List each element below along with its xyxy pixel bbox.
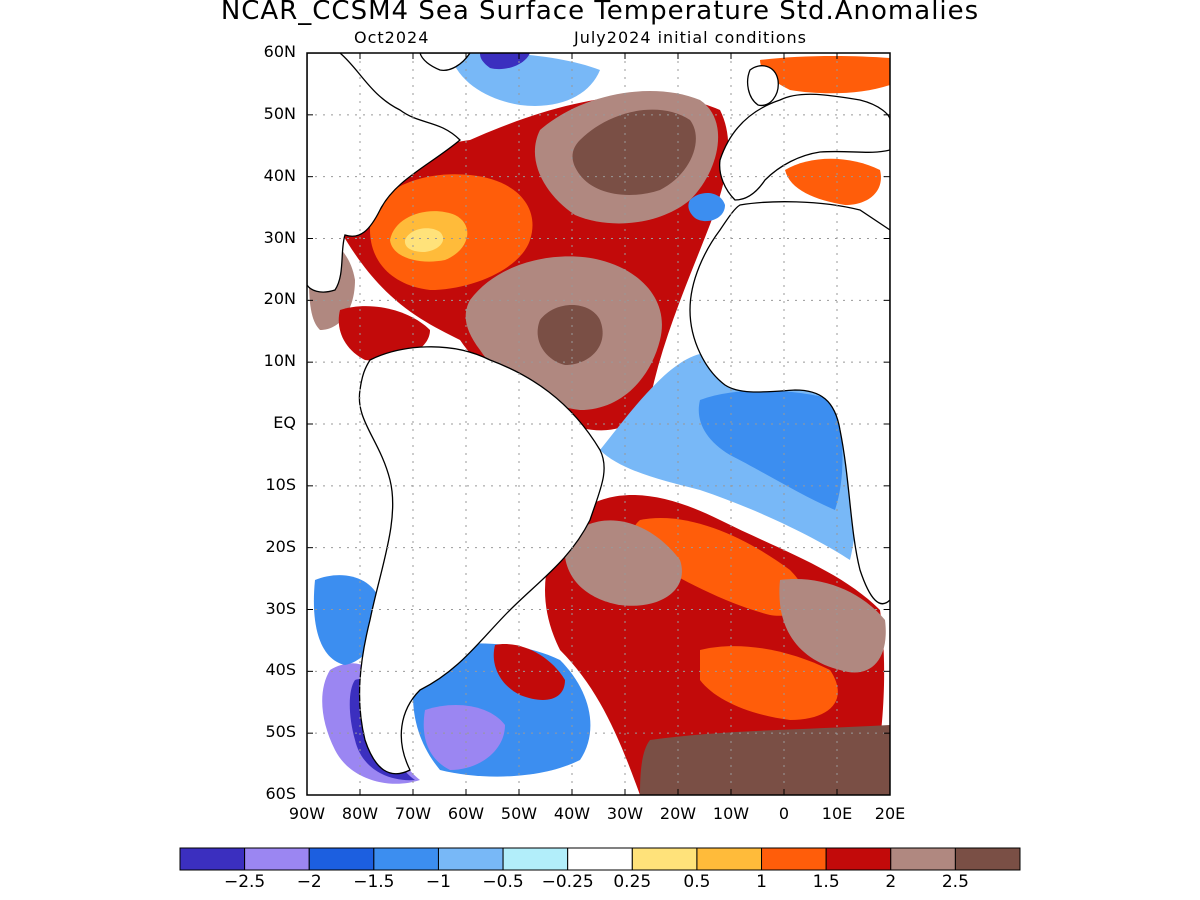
sw-atlantic-orange bbox=[700, 646, 838, 720]
south-america-land bbox=[358, 346, 605, 775]
colorbar-label: 1.5 bbox=[812, 872, 840, 892]
south-atlantic-brown bbox=[564, 520, 682, 606]
lat-label: 20N bbox=[263, 289, 296, 309]
southern-ocean-brown bbox=[640, 725, 890, 795]
lat-label: 60S bbox=[265, 784, 296, 803]
lon-label: 50W bbox=[500, 804, 538, 823]
valid-month-label: Oct2024 bbox=[354, 28, 430, 47]
map-title: NCAR_CCSM4 Sea Surface Temperature Std.A… bbox=[220, 0, 980, 26]
lon-label: 40W bbox=[553, 804, 591, 823]
lat-label: 20S bbox=[265, 536, 296, 556]
colorbar-label: −0.5 bbox=[482, 872, 524, 892]
caribbean-red bbox=[338, 306, 430, 361]
british-isles-land bbox=[747, 65, 779, 107]
lon-label: 90W bbox=[288, 804, 326, 823]
subpolar-blue bbox=[450, 53, 600, 106]
mediterranean-warm bbox=[785, 158, 881, 205]
colorbar-label: −0.25 bbox=[541, 872, 594, 892]
greenland-land bbox=[419, 53, 471, 71]
brazil-malvinas-red bbox=[493, 644, 565, 700]
colorbar-swatch bbox=[244, 847, 310, 871]
ne-atlantic-darkbrown bbox=[572, 109, 696, 195]
north-america-land bbox=[307, 53, 461, 293]
init-conditions-label: July2024 initial conditions bbox=[574, 28, 807, 47]
lon-label: 30W bbox=[606, 804, 644, 823]
graticule bbox=[307, 53, 890, 795]
se-pacific-blue bbox=[313, 575, 381, 665]
lon-label: 10E bbox=[821, 804, 853, 823]
colorbar-swatch bbox=[373, 847, 439, 871]
colorbar-swatch bbox=[825, 847, 892, 871]
lon-label: 60W bbox=[447, 804, 485, 823]
lat-label: 10S bbox=[265, 474, 296, 494]
lat-label: 50S bbox=[265, 722, 296, 742]
colorbar-swatch bbox=[696, 847, 763, 871]
colorbar-swatch bbox=[890, 847, 956, 871]
colorbar-swatch bbox=[631, 847, 698, 871]
europe-land bbox=[719, 93, 890, 201]
colorbar bbox=[179, 847, 1021, 871]
colorbar-swatch bbox=[954, 847, 1021, 871]
lon-label: 20W bbox=[659, 804, 697, 823]
colorbar-label: 2.5 bbox=[941, 872, 969, 892]
colorbar-swatch bbox=[437, 847, 504, 871]
ne-atlantic-coldpatch bbox=[688, 193, 725, 222]
lon-label: 20E bbox=[874, 804, 906, 823]
gulfstream-pale bbox=[404, 228, 444, 252]
south-atlantic-orange bbox=[632, 518, 805, 616]
africa-land bbox=[689, 201, 890, 605]
lon-label: 10W bbox=[712, 804, 750, 823]
sw-atlantic-violet bbox=[423, 705, 505, 770]
colorbar-label: −1.5 bbox=[353, 872, 395, 892]
colorbar-swatch bbox=[502, 847, 569, 871]
lat-label: 40S bbox=[265, 660, 296, 680]
colorbar-swatch bbox=[761, 847, 827, 871]
central-atlantic-darkbrown bbox=[537, 305, 603, 365]
equatorial-cold-core bbox=[698, 390, 843, 510]
north-sea-warm bbox=[760, 55, 890, 94]
lat-label: EQ bbox=[273, 413, 296, 432]
lon-label: 70W bbox=[394, 804, 432, 823]
colorbar-label: −2 bbox=[296, 872, 322, 892]
lat-label: 60N bbox=[263, 42, 296, 61]
lat-label: 30S bbox=[265, 598, 296, 618]
colorbar-swatch bbox=[308, 847, 375, 871]
colorbar-label: 0.25 bbox=[613, 872, 652, 892]
lat-label: 30N bbox=[263, 227, 296, 247]
colorbar-label: 0.5 bbox=[683, 872, 711, 892]
lat-label: 50N bbox=[263, 103, 296, 123]
colorbar-label: 2 bbox=[885, 872, 897, 892]
subpolar-darkblue bbox=[480, 53, 530, 70]
lat-label: 40N bbox=[263, 165, 296, 185]
colorbar-label: −2.5 bbox=[223, 872, 266, 892]
lon-label: 0 bbox=[778, 804, 790, 823]
axis-ticks bbox=[306, 52, 891, 796]
colorbar-label: −1 bbox=[425, 872, 451, 892]
lat-label: 10N bbox=[263, 351, 296, 371]
colorbar-swatch bbox=[179, 847, 246, 871]
sw-africa-brown bbox=[779, 579, 886, 673]
anomaly-field bbox=[307, 53, 890, 795]
lon-label: 80W bbox=[341, 804, 379, 823]
colorbar-label: 1 bbox=[756, 872, 767, 892]
colorbar-swatch bbox=[567, 847, 633, 871]
